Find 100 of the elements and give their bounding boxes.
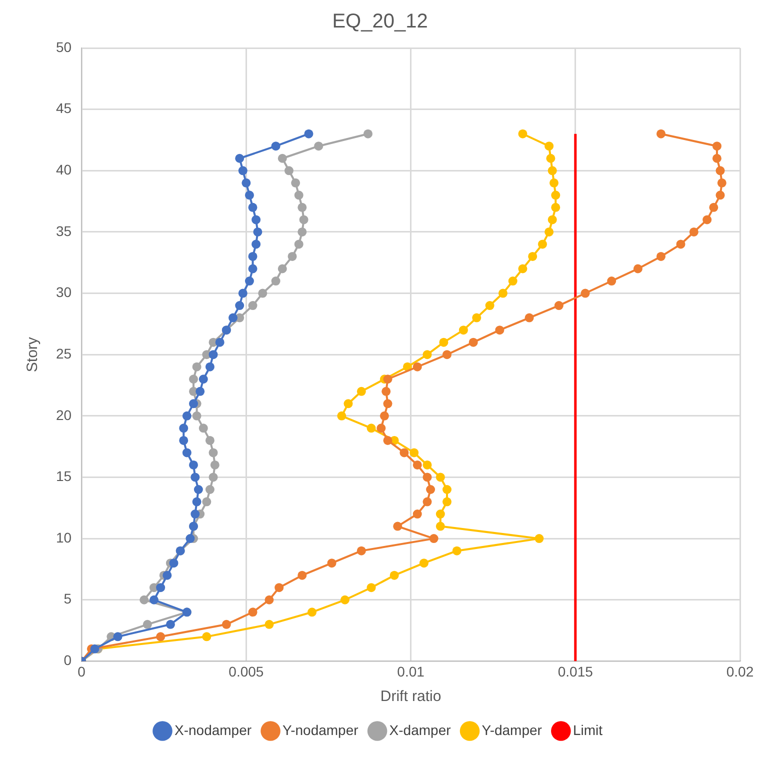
point xyxy=(182,448,192,458)
point xyxy=(294,190,304,200)
point xyxy=(186,534,195,544)
point xyxy=(248,264,258,274)
point xyxy=(419,558,428,568)
point xyxy=(356,546,366,556)
point xyxy=(169,558,178,568)
point xyxy=(580,288,590,298)
point xyxy=(192,497,202,506)
point xyxy=(485,301,494,310)
point xyxy=(518,264,528,274)
point xyxy=(442,497,452,506)
point xyxy=(528,252,538,261)
point xyxy=(452,546,462,556)
point xyxy=(264,595,274,604)
x-tick-label: 0.015 xyxy=(558,663,594,680)
point xyxy=(210,460,220,470)
point xyxy=(205,485,214,494)
point xyxy=(182,411,192,420)
point xyxy=(544,142,554,151)
point xyxy=(344,399,353,408)
point xyxy=(363,129,372,138)
point xyxy=(337,411,346,420)
point xyxy=(607,276,616,286)
point xyxy=(205,362,214,372)
point xyxy=(208,472,218,482)
legend-label: Y-nodamper xyxy=(282,722,359,738)
point xyxy=(198,424,208,433)
point xyxy=(252,215,261,224)
legend-label: Limit xyxy=(572,722,603,738)
point xyxy=(412,510,422,519)
y-tick-label: 5 xyxy=(64,590,72,607)
point xyxy=(113,632,122,642)
point xyxy=(192,362,202,372)
point xyxy=(712,142,722,151)
point xyxy=(192,411,202,420)
point xyxy=(189,460,198,470)
point xyxy=(400,448,409,458)
point xyxy=(294,240,304,249)
point xyxy=(253,227,262,236)
point xyxy=(238,288,248,298)
point xyxy=(248,608,258,617)
point xyxy=(299,215,308,224)
point xyxy=(716,166,725,176)
point xyxy=(162,570,172,580)
point xyxy=(442,350,452,360)
point xyxy=(190,510,200,519)
point xyxy=(412,460,422,470)
point xyxy=(366,583,376,592)
point xyxy=(208,350,218,360)
point xyxy=(410,448,419,458)
point xyxy=(166,620,175,629)
point xyxy=(422,497,432,506)
y-tick-label: 15 xyxy=(56,468,72,484)
point xyxy=(495,326,504,335)
point xyxy=(278,264,287,274)
point xyxy=(380,411,389,420)
point xyxy=(228,313,238,322)
point xyxy=(498,288,508,298)
point xyxy=(304,129,314,138)
x-tick-label: 0 xyxy=(78,663,86,680)
point xyxy=(468,338,478,347)
point xyxy=(458,326,468,335)
point xyxy=(298,227,307,236)
point xyxy=(291,178,300,188)
point xyxy=(546,154,556,163)
point xyxy=(215,338,224,347)
y-tick-label: 45 xyxy=(56,100,72,116)
point xyxy=(712,154,722,163)
point xyxy=(156,583,166,592)
legend-label: Y-damper xyxy=(482,722,542,738)
point xyxy=(549,178,558,188)
point xyxy=(248,252,258,261)
chart-title: EQ_20_12 xyxy=(332,10,428,33)
point xyxy=(179,424,188,433)
point xyxy=(258,288,268,298)
point xyxy=(472,313,482,322)
point xyxy=(340,595,350,604)
y-tick-label: 40 xyxy=(56,162,72,178)
legend-label: X-nodamper xyxy=(174,722,252,738)
y-tick-label: 20 xyxy=(56,406,72,423)
point xyxy=(190,472,200,482)
point xyxy=(288,252,297,261)
point xyxy=(140,595,149,604)
point xyxy=(179,436,188,445)
point xyxy=(271,276,280,286)
point xyxy=(426,485,436,494)
point xyxy=(314,142,324,151)
y-tick-label: 35 xyxy=(56,222,72,239)
y-tick-label: 50 xyxy=(56,38,72,55)
point xyxy=(383,399,392,408)
x-tick-label: 0.005 xyxy=(228,663,264,680)
point xyxy=(656,252,666,261)
point xyxy=(442,485,452,494)
point xyxy=(436,510,445,519)
point xyxy=(422,472,432,482)
point xyxy=(252,240,261,249)
point xyxy=(383,374,392,384)
point xyxy=(383,436,392,445)
point xyxy=(284,166,294,176)
